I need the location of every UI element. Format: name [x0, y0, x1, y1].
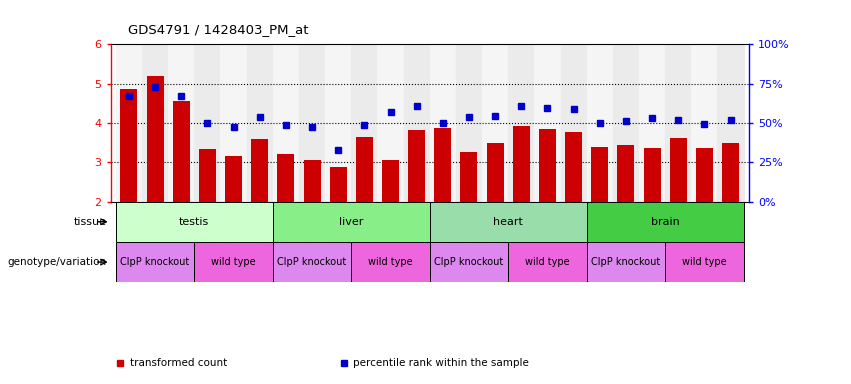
Bar [329, 167, 346, 202]
Text: wild type: wild type [525, 257, 570, 267]
Bar [251, 139, 268, 202]
Text: ClpP knockout: ClpP knockout [591, 257, 660, 267]
Bar [430, 44, 456, 202]
Bar [199, 149, 216, 202]
Bar [142, 44, 168, 202]
Bar [382, 160, 399, 202]
Bar [434, 127, 451, 202]
Bar [194, 242, 273, 282]
Bar [460, 152, 477, 202]
Bar [121, 89, 138, 202]
Bar [430, 242, 508, 282]
Bar [456, 44, 482, 202]
Bar [168, 44, 194, 202]
Bar [351, 242, 430, 282]
Bar [408, 129, 426, 202]
Bar [173, 101, 190, 202]
Bar [487, 142, 504, 202]
Bar [220, 44, 247, 202]
Bar [534, 44, 561, 202]
Bar [586, 202, 744, 242]
Bar [561, 44, 586, 202]
Text: percentile rank within the sample: percentile rank within the sample [353, 358, 529, 368]
Bar [591, 147, 608, 202]
Text: testis: testis [180, 217, 209, 227]
Text: ClpP knockout: ClpP knockout [434, 257, 504, 267]
Bar [665, 242, 744, 282]
Bar [247, 44, 273, 202]
Bar [273, 242, 351, 282]
Bar [670, 138, 687, 202]
Bar [586, 242, 665, 282]
Bar [508, 242, 586, 282]
Bar [351, 44, 378, 202]
Bar [665, 44, 691, 202]
Text: wild type: wild type [368, 257, 413, 267]
Text: transformed count: transformed count [129, 358, 227, 368]
Bar [403, 44, 430, 202]
Bar [194, 44, 220, 202]
Bar [508, 44, 534, 202]
Bar [325, 44, 351, 202]
Bar [116, 242, 194, 282]
Bar [717, 44, 744, 202]
Text: ClpP knockout: ClpP knockout [277, 257, 346, 267]
Text: wild type: wild type [211, 257, 256, 267]
Bar [539, 129, 556, 202]
Text: wild type: wild type [683, 257, 727, 267]
Text: brain: brain [651, 217, 680, 227]
Bar [430, 202, 586, 242]
Bar [639, 44, 665, 202]
Bar [613, 44, 639, 202]
Bar [304, 160, 321, 202]
Bar [273, 44, 299, 202]
Text: heart: heart [494, 217, 523, 227]
Text: GDS4791 / 1428403_PM_at: GDS4791 / 1428403_PM_at [128, 23, 308, 36]
Bar [586, 44, 613, 202]
Bar [225, 156, 242, 202]
Bar [643, 149, 660, 202]
Bar [116, 44, 142, 202]
Bar [378, 44, 403, 202]
Text: genotype/variation: genotype/variation [8, 257, 106, 267]
Bar [722, 142, 739, 202]
Bar [277, 154, 294, 202]
Bar [146, 76, 163, 202]
Bar [356, 137, 373, 202]
Bar [299, 44, 325, 202]
Bar [273, 202, 430, 242]
Text: ClpP knockout: ClpP knockout [121, 257, 190, 267]
Text: tissue: tissue [73, 217, 106, 227]
Bar [513, 126, 530, 202]
Bar [116, 202, 273, 242]
Text: liver: liver [339, 217, 363, 227]
Bar [482, 44, 508, 202]
Bar [618, 144, 635, 202]
Bar [565, 132, 582, 202]
Bar [696, 149, 713, 202]
Bar [691, 44, 717, 202]
